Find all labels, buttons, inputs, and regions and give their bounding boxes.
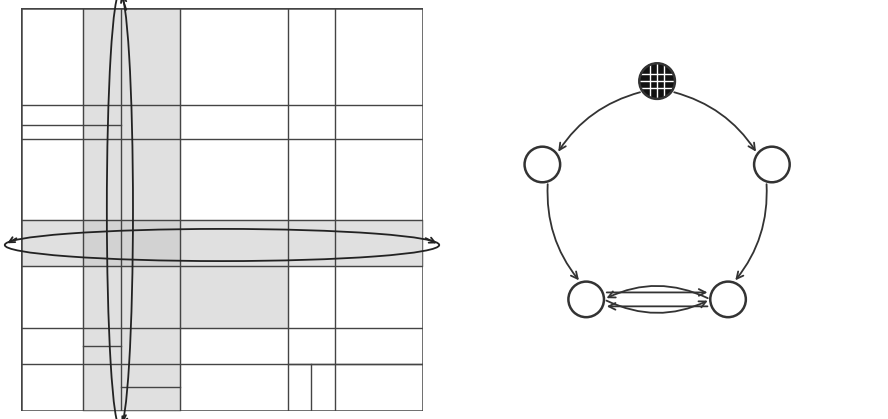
- Circle shape: [568, 282, 604, 317]
- Circle shape: [525, 147, 560, 182]
- Circle shape: [710, 282, 746, 317]
- Circle shape: [639, 63, 675, 99]
- Circle shape: [754, 147, 789, 182]
